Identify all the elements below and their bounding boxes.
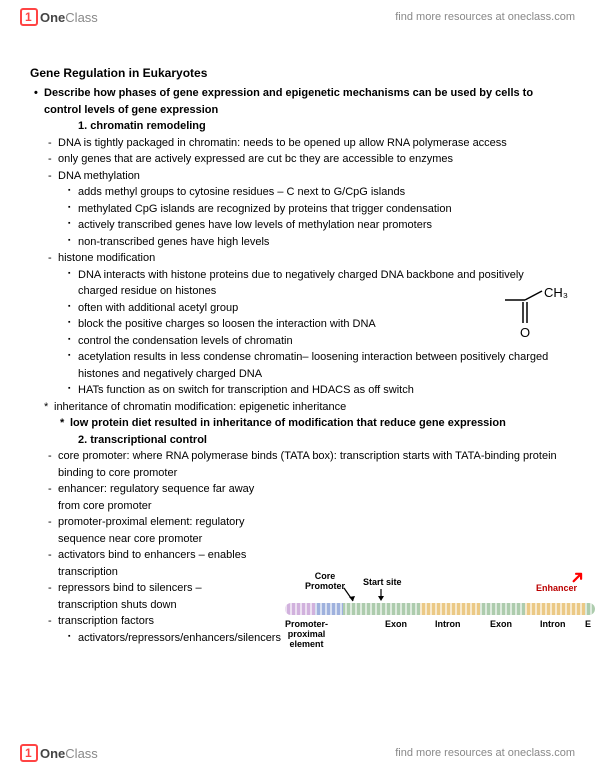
promoter-diagram: Core Promoter Start site Enhancer ➜ Prom… [285, 565, 595, 655]
list-item: core promoter: where RNA polymerase bind… [30, 448, 565, 481]
list-item: low protein diet resulted in inheritance… [30, 415, 565, 432]
dna-strand [285, 603, 595, 615]
core-promoter-label: Core Promoter [305, 571, 345, 591]
list-item: repressors bind to silencers – transcrip… [30, 580, 260, 613]
list-item: control the condensation levels of chrom… [30, 333, 565, 350]
tagline[interactable]: find more resources at oneclass.com [395, 747, 575, 759]
intron-label: Intron [540, 619, 566, 629]
ppe-label: Promoter- proximal element [285, 619, 328, 649]
list-item: transcription factors [30, 613, 260, 630]
enhancer-label: Enhancer [536, 583, 577, 593]
header: OneClass find more resources at oneclass… [0, 0, 595, 34]
list-item: non-transcribed genes have high levels [30, 234, 565, 251]
list-item: block the positive charges so loosen the… [30, 316, 565, 333]
list-item: histone modification [30, 250, 565, 267]
logo[interactable]: OneClass [20, 744, 98, 762]
list-item: DNA is tightly packaged in chromatin: ne… [30, 135, 565, 152]
list-item: enhancer: regulatory sequence far away f… [30, 481, 260, 514]
list-item: DNA methylation [30, 168, 565, 185]
list-item: often with additional acetyl group [30, 300, 565, 317]
tagline[interactable]: find more resources at oneclass.com [395, 11, 575, 23]
logo-icon [20, 744, 38, 762]
logo-text: OneClass [40, 746, 98, 761]
logo-icon [20, 8, 38, 26]
o-label: O [520, 325, 530, 340]
intron-label: Intron [435, 619, 461, 629]
list-item: HATs function as on switch for transcrip… [30, 382, 565, 399]
list-item: DNA interacts with histone proteins due … [30, 267, 565, 300]
start-site-label: Start site [363, 577, 402, 587]
exon-label: Exon [385, 619, 407, 629]
intro-text: Describe how phases of gene expression a… [30, 85, 565, 118]
logo[interactable]: OneClass [20, 8, 98, 26]
page-title: Gene Regulation in Eukaryotes [30, 64, 565, 82]
list-item: acetylation results in less condense chr… [30, 349, 565, 382]
list-item: methylated CpG islands are recognized by… [30, 201, 565, 218]
exon-label: E [585, 619, 591, 629]
list-item: actively transcribed genes have low leve… [30, 217, 565, 234]
ch3-label: CH₃ [544, 285, 568, 300]
list-item: activators bind to enhancers – enables t… [30, 547, 260, 580]
section-1: 1. chromatin remodeling [30, 118, 565, 135]
acetyl-group-diagram: CH₃ O [500, 285, 570, 345]
list-item: promoter-proximal element: regulatory se… [30, 514, 260, 547]
list-item: only genes that are actively expressed a… [30, 151, 565, 168]
footer: OneClass find more resources at oneclass… [0, 736, 595, 770]
list-item: adds methyl groups to cytosine residues … [30, 184, 565, 201]
section-2: 2. transcriptional control [30, 432, 565, 449]
logo-text: OneClass [40, 10, 98, 25]
list-item: inheritance of chromatin modification: e… [30, 399, 565, 416]
exon-label: Exon [490, 619, 512, 629]
